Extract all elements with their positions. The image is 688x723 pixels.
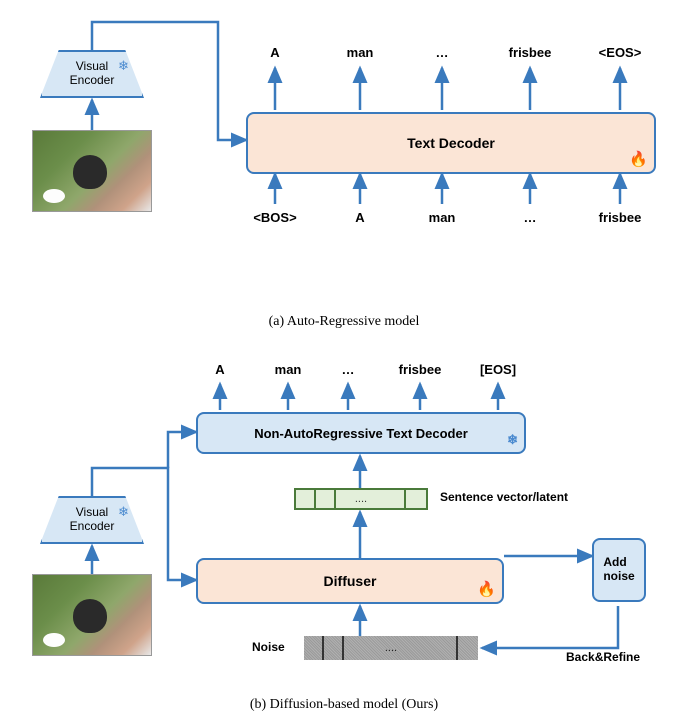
token-top-b-4: [EOS] xyxy=(480,362,516,377)
visual-encoder-label-a: Visual Encoder xyxy=(70,60,115,88)
flame-icon-a: 🔥 xyxy=(629,150,648,168)
diffuser-label: Diffuser xyxy=(324,573,377,589)
caption-b: (b) Diffusion-based model (Ours) xyxy=(0,697,688,713)
snowflake-icon-b-encoder: ❄ xyxy=(118,504,132,518)
token-top-a-4: <EOS> xyxy=(599,45,642,60)
token-top-a-0: A xyxy=(270,45,279,60)
noise-strip: .... xyxy=(304,636,478,660)
latent-label: Sentence vector/latent xyxy=(440,490,568,504)
noise-label: Noise xyxy=(252,640,285,654)
token-top-a-2: … xyxy=(436,45,449,60)
token-top-b-3: frisbee xyxy=(399,362,442,377)
token-bottom-a-2: man xyxy=(429,210,456,225)
diffuser: Diffuser 🔥 xyxy=(196,558,504,604)
snowflake-icon-b-decoder: ❄ xyxy=(507,432,518,448)
token-bottom-a-0: <BOS> xyxy=(253,210,296,225)
latent-mid: .... xyxy=(336,490,386,508)
text-decoder-label-a: Text Decoder xyxy=(407,135,495,151)
token-top-b-1: man xyxy=(275,362,302,377)
figure-a: Visual Encoder ❄ Text Decoder 🔥 Aman … fri… xyxy=(0,0,688,340)
snowflake-icon-a-encoder: ❄ xyxy=(118,58,132,72)
figure-b: Visual Encoder ❄ Non-AutoRegressive Text… xyxy=(0,340,688,723)
latent-strip: .... xyxy=(294,488,428,510)
text-decoder-a: Text Decoder 🔥 xyxy=(246,112,656,174)
input-image-b xyxy=(32,574,152,656)
token-bottom-a-1: A xyxy=(355,210,364,225)
add-noise: Add noise xyxy=(592,538,646,602)
token-bottom-a-4: frisbee xyxy=(599,210,642,225)
backrefine-label: Back&Refine xyxy=(566,650,640,664)
visual-encoder-label-b: Visual Encoder xyxy=(70,506,115,534)
token-bottom-a-3: … xyxy=(524,210,537,225)
add-noise-label: Add noise xyxy=(603,556,634,584)
caption-a: (a) Auto-Regressive model xyxy=(0,314,688,330)
token-top-b-0: A xyxy=(215,362,224,377)
flame-icon-b: 🔥 xyxy=(477,580,496,598)
token-top-b-2: … xyxy=(342,362,355,377)
noise-mid: .... xyxy=(344,636,438,660)
token-top-a-1: man xyxy=(347,45,374,60)
nar-text-decoder-label: Non-AutoRegressive Text Decoder xyxy=(254,426,468,441)
token-top-a-3: frisbee xyxy=(509,45,552,60)
nar-text-decoder: Non-AutoRegressive Text Decoder ❄ xyxy=(196,412,526,454)
input-image-a xyxy=(32,130,152,212)
